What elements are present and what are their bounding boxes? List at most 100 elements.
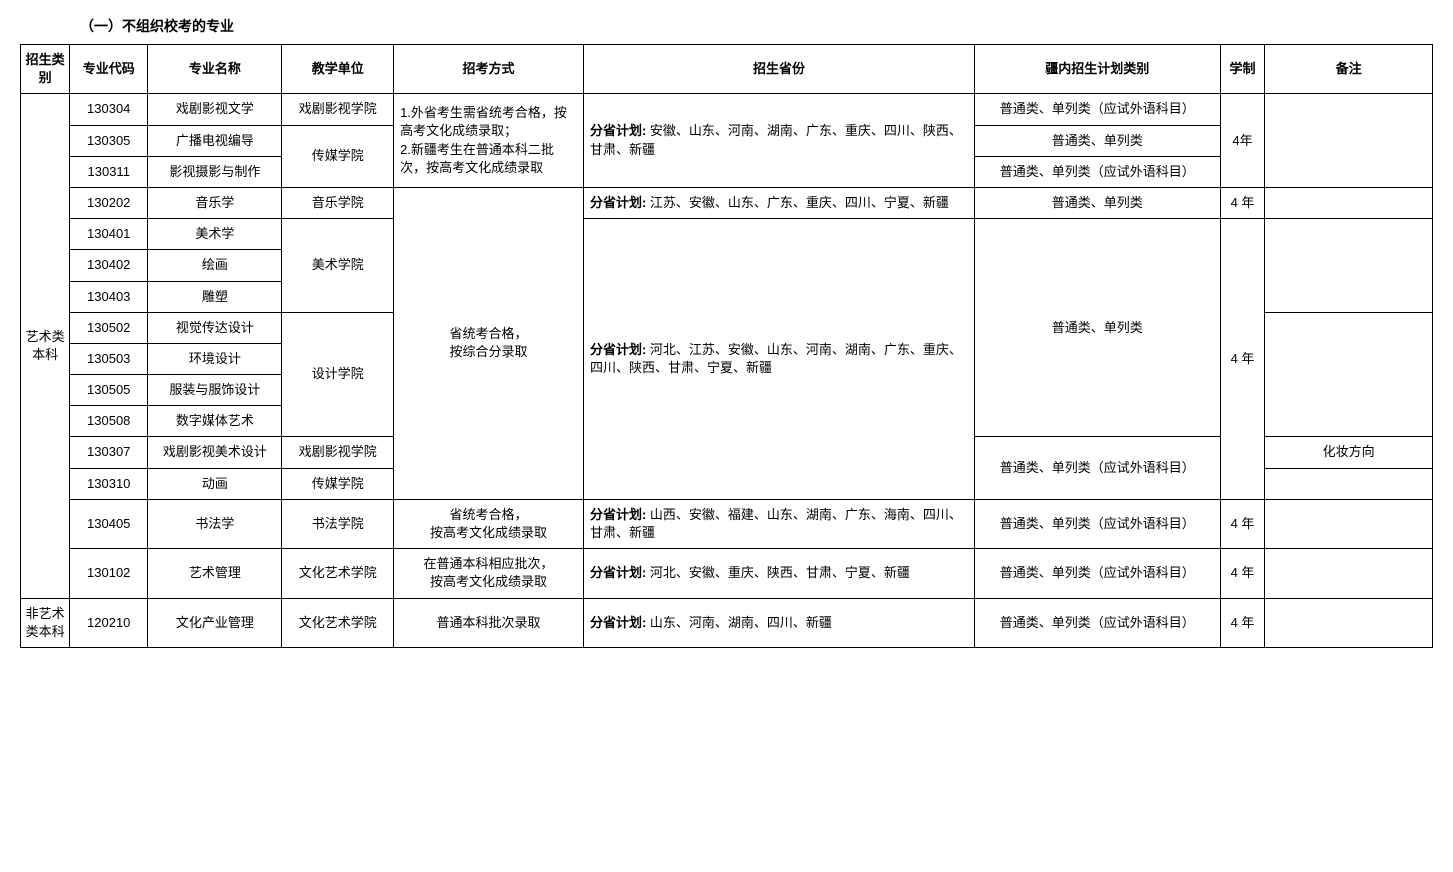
header-duration: 学制 — [1220, 45, 1265, 94]
province-text: 山西、安徽、福建、山东、湖南、广东、海南、四川、甘肃、新疆 — [590, 507, 962, 540]
plan-cell: 普通类、单列类（应试外语科目） — [974, 437, 1220, 499]
name-cell: 动画 — [148, 468, 282, 499]
province-cell: 分省计划: 河北、江苏、安徽、山东、河南、湖南、广东、重庆、四川、陕西、甘肃、宁… — [583, 219, 974, 500]
category-cell: 艺术类本科 — [21, 94, 70, 598]
province-text: 山东、河南、湖南、四川、新疆 — [646, 615, 832, 630]
unit-cell: 书法学院 — [282, 499, 394, 548]
remark-cell — [1265, 499, 1433, 548]
method-cell: 1.外省考生需省统考合格，按高考文化成绩录取；2.新疆考生在普通本科二批次，按高… — [394, 94, 584, 188]
name-cell: 书法学 — [148, 499, 282, 548]
header-row: 招生类别 专业代码 专业名称 教学单位 招考方式 招生省份 疆内招生计划类别 学… — [21, 45, 1433, 94]
unit-cell: 美术学院 — [282, 219, 394, 313]
name-cell: 戏剧影视文学 — [148, 94, 282, 125]
name-cell: 美术学 — [148, 219, 282, 250]
province-cell: 分省计划: 河北、安徽、重庆、陕西、甘肃、宁夏、新疆 — [583, 549, 974, 598]
code-cell: 130402 — [70, 250, 148, 281]
name-cell: 影视摄影与制作 — [148, 156, 282, 187]
province-cell: 分省计划: 山西、安徽、福建、山东、湖南、广东、海南、四川、甘肃、新疆 — [583, 499, 974, 548]
name-cell: 服装与服饰设计 — [148, 375, 282, 406]
unit-cell: 音乐学院 — [282, 187, 394, 218]
method-cell: 省统考合格，按高考文化成绩录取 — [394, 499, 584, 548]
province-cell: 分省计划: 江苏、安徽、山东、广东、重庆、四川、宁夏、新疆 — [583, 187, 974, 218]
header-name: 专业名称 — [148, 45, 282, 94]
table-row: 非艺术类本科 120210 文化产业管理 文化艺术学院 普通本科批次录取 分省计… — [21, 598, 1433, 647]
province-label: 分省计划: — [590, 615, 646, 630]
unit-cell: 戏剧影视学院 — [282, 437, 394, 468]
table-row: 艺术类本科 130304 戏剧影视文学 戏剧影视学院 1.外省考生需省统考合格，… — [21, 94, 1433, 125]
code-cell: 130403 — [70, 281, 148, 312]
name-cell: 雕塑 — [148, 281, 282, 312]
code-cell: 130202 — [70, 187, 148, 218]
province-text: 安徽、山东、河南、湖南、广东、重庆、四川、陕西、甘肃、新疆 — [590, 123, 962, 156]
remark-cell: 化妆方向 — [1265, 437, 1433, 468]
remark-cell — [1265, 312, 1433, 437]
name-cell: 广播电视编导 — [148, 125, 282, 156]
unit-cell: 文化艺术学院 — [282, 549, 394, 598]
name-cell: 文化产业管理 — [148, 598, 282, 647]
duration-cell: 4 年 — [1220, 219, 1265, 500]
header-category: 招生类别 — [21, 45, 70, 94]
table-row: 130102 艺术管理 文化艺术学院 在普通本科相应批次，按高考文化成绩录取 分… — [21, 549, 1433, 598]
duration-cell: 4 年 — [1220, 549, 1265, 598]
section-title: （一）不组织校考的专业 — [80, 16, 1433, 36]
table-row: 130401 美术学 美术学院 分省计划: 河北、江苏、安徽、山东、河南、湖南、… — [21, 219, 1433, 250]
code-cell: 130505 — [70, 375, 148, 406]
duration-cell: 4 年 — [1220, 499, 1265, 548]
code-cell: 130502 — [70, 312, 148, 343]
table-row: 130405 书法学 书法学院 省统考合格，按高考文化成绩录取 分省计划: 山西… — [21, 499, 1433, 548]
remark-cell — [1265, 219, 1433, 313]
code-cell: 130508 — [70, 406, 148, 437]
code-cell: 130102 — [70, 549, 148, 598]
unit-cell: 传媒学院 — [282, 468, 394, 499]
admissions-table: 招生类别 专业代码 专业名称 教学单位 招考方式 招生省份 疆内招生计划类别 学… — [20, 44, 1433, 648]
code-cell: 130307 — [70, 437, 148, 468]
method-cell: 省统考合格，按综合分录取 — [394, 187, 584, 499]
province-label: 分省计划: — [590, 195, 646, 210]
province-label: 分省计划: — [590, 342, 646, 357]
category-cell: 非艺术类本科 — [21, 598, 70, 647]
code-cell: 130401 — [70, 219, 148, 250]
remark-cell — [1265, 187, 1433, 218]
method-cell: 普通本科批次录取 — [394, 598, 584, 647]
duration-cell: 4 年 — [1220, 598, 1265, 647]
province-label: 分省计划: — [590, 123, 646, 138]
plan-cell: 普通类、单列类（应试外语科目） — [974, 598, 1220, 647]
remark-cell — [1265, 598, 1433, 647]
code-cell: 120210 — [70, 598, 148, 647]
plan-cell: 普通类、单列类（应试外语科目） — [974, 549, 1220, 598]
header-method: 招考方式 — [394, 45, 584, 94]
header-province: 招生省份 — [583, 45, 974, 94]
province-text: 河北、安徽、重庆、陕西、甘肃、宁夏、新疆 — [646, 565, 910, 580]
code-cell: 130310 — [70, 468, 148, 499]
province-cell: 分省计划: 安徽、山东、河南、湖南、广东、重庆、四川、陕西、甘肃、新疆 — [583, 94, 974, 188]
remark-cell — [1265, 468, 1433, 499]
plan-cell: 普通类、单列类（应试外语科目） — [974, 499, 1220, 548]
name-cell: 绘画 — [148, 250, 282, 281]
code-cell: 130305 — [70, 125, 148, 156]
plan-cell: 普通类、单列类 — [974, 125, 1220, 156]
unit-cell: 传媒学院 — [282, 125, 394, 187]
plan-cell: 普通类、单列类（应试外语科目） — [974, 156, 1220, 187]
code-cell: 130503 — [70, 343, 148, 374]
duration-cell: 4 年 — [1220, 187, 1265, 218]
code-cell: 130311 — [70, 156, 148, 187]
province-label: 分省计划: — [590, 565, 646, 580]
name-cell: 艺术管理 — [148, 549, 282, 598]
name-cell: 音乐学 — [148, 187, 282, 218]
remark-cell — [1265, 94, 1433, 188]
name-cell: 环境设计 — [148, 343, 282, 374]
province-text: 河北、江苏、安徽、山东、河南、湖南、广东、重庆、四川、陕西、甘肃、宁夏、新疆 — [590, 342, 962, 375]
name-cell: 数字媒体艺术 — [148, 406, 282, 437]
header-remark: 备注 — [1265, 45, 1433, 94]
name-cell: 视觉传达设计 — [148, 312, 282, 343]
name-cell: 戏剧影视美术设计 — [148, 437, 282, 468]
plan-cell: 普通类、单列类 — [974, 187, 1220, 218]
code-cell: 130304 — [70, 94, 148, 125]
unit-cell: 戏剧影视学院 — [282, 94, 394, 125]
unit-cell: 文化艺术学院 — [282, 598, 394, 647]
table-row: 130202 音乐学 音乐学院 省统考合格，按综合分录取 分省计划: 江苏、安徽… — [21, 187, 1433, 218]
method-cell: 在普通本科相应批次，按高考文化成绩录取 — [394, 549, 584, 598]
code-cell: 130405 — [70, 499, 148, 548]
province-label: 分省计划: — [590, 507, 646, 522]
header-unit: 教学单位 — [282, 45, 394, 94]
